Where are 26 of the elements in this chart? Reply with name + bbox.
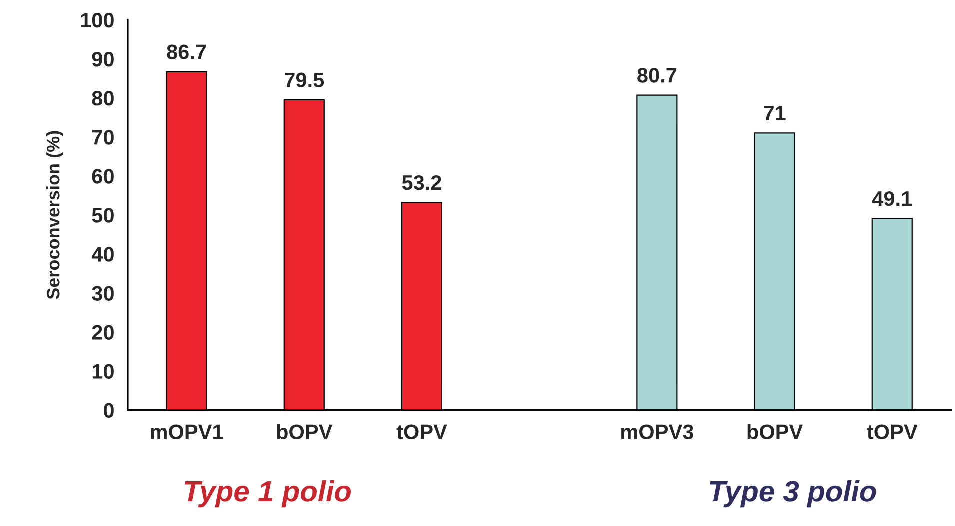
data-label: 79.5: [284, 72, 324, 88]
y-tick-label: 0: [104, 403, 114, 418]
x-tick-label: bOPV: [277, 424, 333, 440]
x-tick-label: tOPV: [396, 424, 448, 440]
x-tick-label: mOPV1: [151, 424, 224, 440]
y-tick-label: 90: [92, 52, 114, 67]
text: Type 3 polio: [710, 480, 876, 508]
y-tick-label: 100: [81, 12, 114, 28]
y-tick-label: 50: [92, 208, 114, 223]
data-label: 49.1: [872, 191, 912, 206]
y-tick-label: 40: [92, 247, 114, 262]
y-axis-title: Seroconversion (%): [46, 131, 64, 300]
data-label: 71: [764, 106, 786, 121]
data-label: 86.7: [167, 44, 206, 60]
data-label: 53.2: [402, 175, 442, 190]
y-tick-label: 30: [92, 286, 114, 301]
x-tick-label: tOPV: [867, 424, 918, 440]
y-tick-label: 10: [92, 364, 114, 380]
x-tick-label: bOPV: [748, 424, 803, 440]
y-tick-label: 70: [92, 130, 114, 145]
x-tick-label: mOPV3: [621, 424, 694, 440]
y-tick-label: 60: [92, 169, 114, 184]
data-label: 80.7: [638, 68, 677, 83]
text: Type 1 polio: [184, 480, 351, 508]
y-tick-label: 20: [92, 325, 114, 340]
y-tick-label: 80: [92, 91, 114, 106]
